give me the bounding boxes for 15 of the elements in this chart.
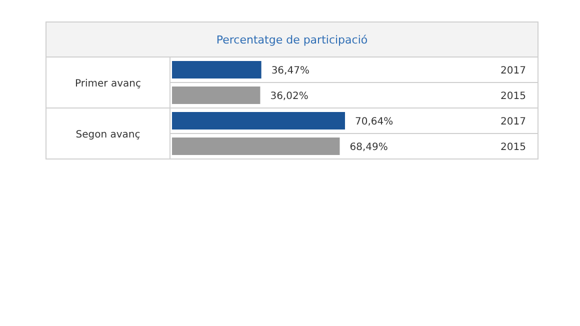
bar [172,138,340,155]
data-label: 70,64% [355,116,394,128]
text: 2017 [500,65,526,76]
bar [172,112,345,130]
data-label: 68,49% [350,142,388,153]
y-tick-label: Segon avanç [76,130,140,140]
chart-title: Percentatge de participació [216,34,368,46]
data-label: 36,47% [271,65,310,76]
data-label: 36,02% [270,90,308,102]
y-tick-label: Primer avanç [75,78,141,90]
text: 2015 [500,142,526,153]
bar [172,61,262,78]
text: 2015 [500,90,526,102]
text: 2017 [500,116,526,128]
bar [172,86,260,104]
